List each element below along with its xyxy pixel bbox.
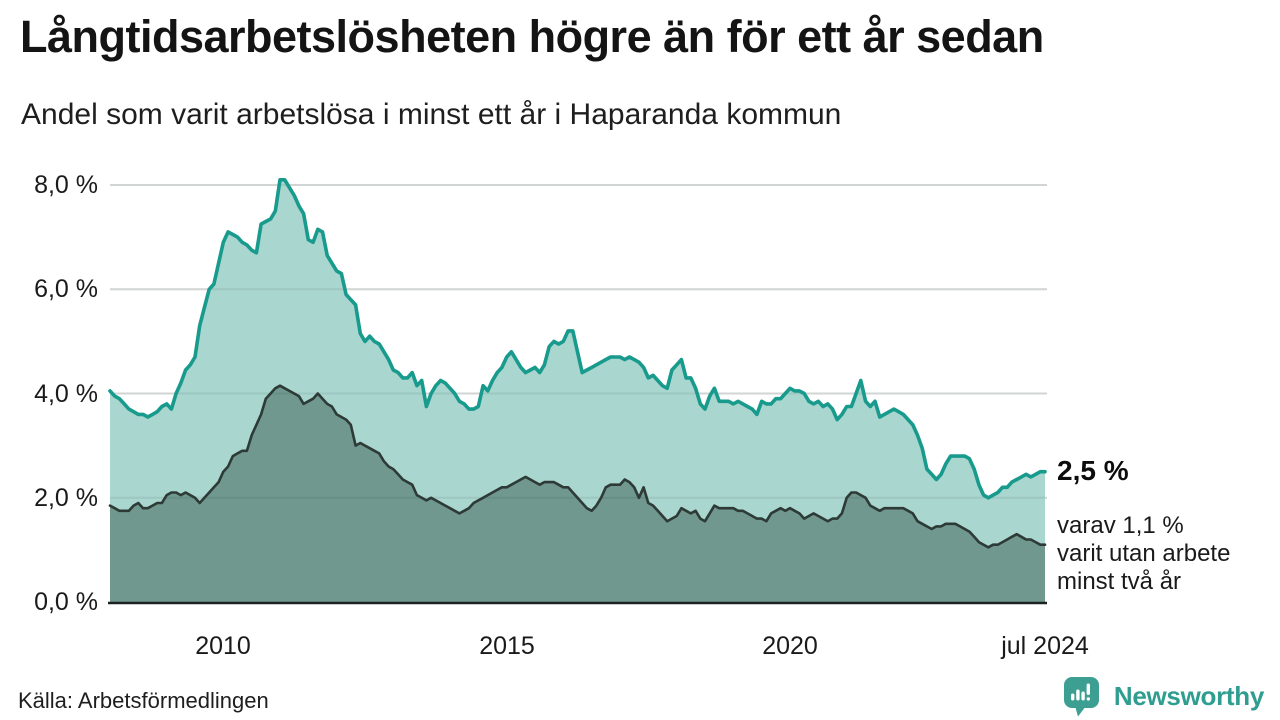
end-value-label: 2,5 % <box>1057 455 1129 486</box>
y-axis-tick-label: 0,0 % <box>34 588 98 616</box>
chart-title: Långtidsarbetslösheten högre än för ett … <box>20 11 1044 62</box>
source-note: Källa: Arbetsförmedlingen <box>18 688 269 713</box>
newsworthy-logo: Newsworthy <box>1062 676 1264 717</box>
series-line-1 <box>108 384 1047 549</box>
y-axis-tick-label: 6,0 % <box>34 275 98 303</box>
newsworthy-wordmark: Newsworthy <box>1113 681 1264 711</box>
newsworthy-icon <box>1063 677 1099 717</box>
x-axis-tick-label: 2020 <box>762 632 818 660</box>
x-axis-tick-label: 2015 <box>479 632 535 660</box>
series-line-0 <box>108 178 1047 500</box>
x-axis-tick-label: 2010 <box>195 632 251 660</box>
series-area-1 <box>110 385 1045 602</box>
annotation-line: minst två år <box>1057 568 1182 595</box>
y-axis-tick-label: 2,0 % <box>34 484 98 512</box>
y-axis-tick-label: 8,0 % <box>34 171 98 199</box>
y-axis-tick-label: 4,0 % <box>34 380 98 408</box>
x-axis-tick-label: jul 2024 <box>1001 632 1089 660</box>
chart-subtitle: Andel som varit arbetslösa i minst ett å… <box>21 98 842 131</box>
annotation-line: varav 1,1 % <box>1057 512 1184 539</box>
annotation-line: varit utan arbete <box>1057 540 1231 567</box>
